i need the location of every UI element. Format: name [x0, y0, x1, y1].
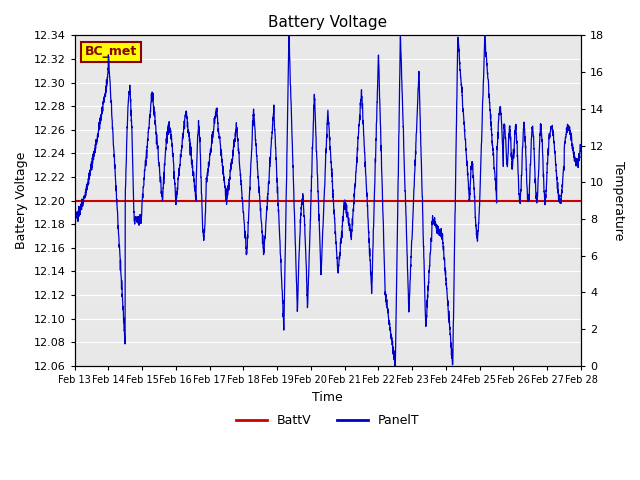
- Text: BC_met: BC_met: [84, 45, 137, 58]
- Legend: BattV, PanelT: BattV, PanelT: [231, 409, 425, 432]
- Title: Battery Voltage: Battery Voltage: [268, 15, 387, 30]
- Y-axis label: Temperature: Temperature: [612, 161, 625, 240]
- X-axis label: Time: Time: [312, 391, 343, 404]
- Y-axis label: Battery Voltage: Battery Voltage: [15, 152, 28, 249]
